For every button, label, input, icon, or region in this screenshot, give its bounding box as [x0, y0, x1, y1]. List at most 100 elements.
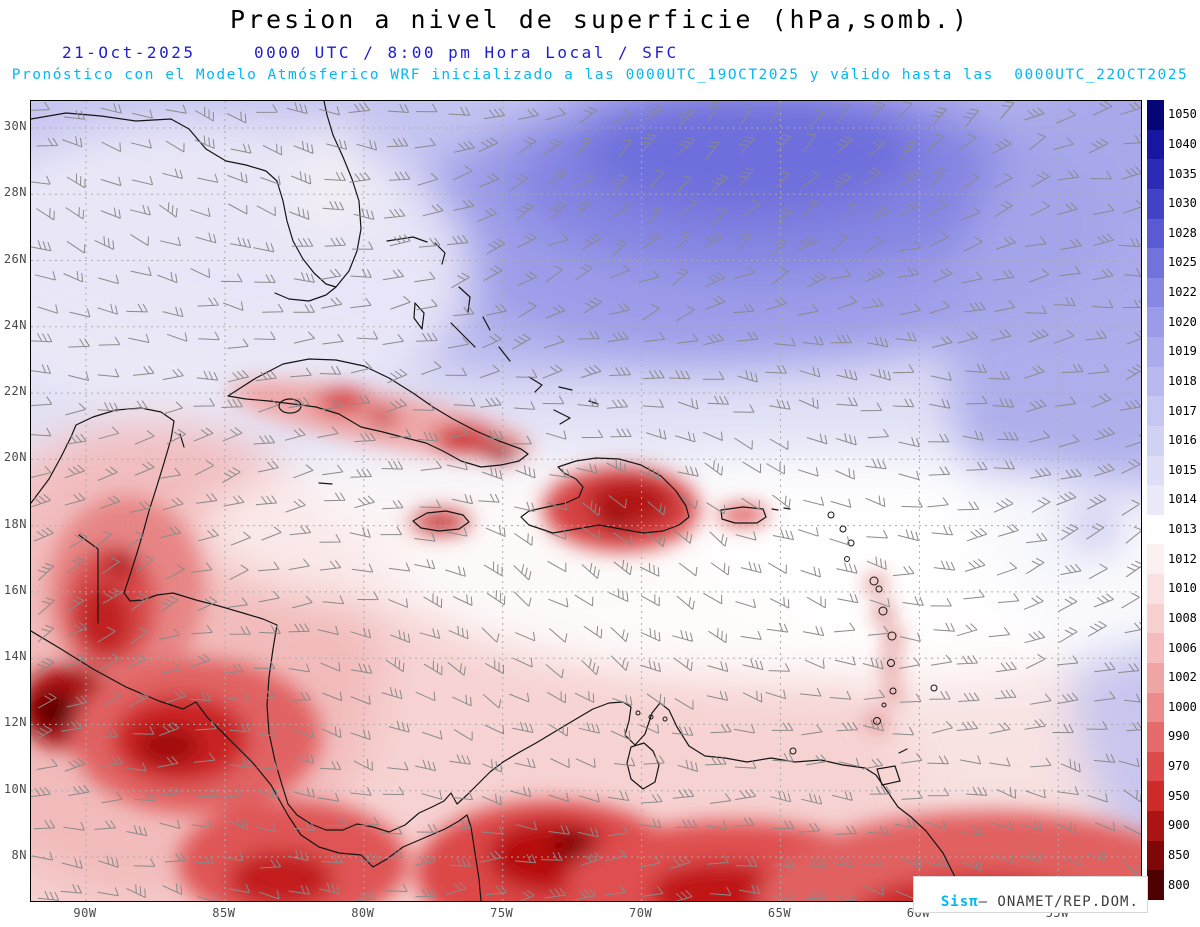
colorbar-swatch	[1147, 455, 1164, 486]
colorbar-value: 1017	[1166, 403, 1199, 419]
colorbar-swatch	[1147, 692, 1164, 723]
colorbar-swatch	[1147, 188, 1164, 219]
colorbar-row: 990	[1147, 722, 1200, 752]
lat-tick-label: 12N	[3, 715, 27, 730]
pressure-map	[30, 100, 1142, 902]
lat-tick-label: 8N	[11, 847, 27, 862]
grid-lines	[31, 101, 1141, 901]
colorbar-swatch	[1147, 574, 1164, 604]
colorbar-value: 1028	[1166, 225, 1199, 241]
colorbar-value: 1002	[1166, 670, 1199, 686]
coastline-virgin-islands	[771, 507, 791, 511]
lon-tick-label: 70W	[629, 906, 653, 920]
colorbar-row: 1017	[1147, 396, 1200, 426]
border-guatemala	[78, 534, 99, 624]
lat-tick-label: 22N	[3, 384, 27, 399]
colorbar-swatch	[1147, 129, 1164, 160]
colorbar-row: 1010	[1147, 574, 1200, 604]
colorbar-row: 1000	[1147, 692, 1200, 723]
lat-tick-label: 24N	[3, 317, 27, 332]
model-run-info: Pronóstico con el Modelo Atmósferico WRF…	[11, 67, 1189, 83]
colorbar-row: 1002	[1147, 662, 1200, 693]
colorbar-row: 970	[1147, 751, 1200, 782]
colorbar-row: 1028	[1147, 218, 1200, 249]
colorbar-swatch	[1147, 662, 1164, 693]
colorbar-row: 1022	[1147, 277, 1200, 308]
colorbar-swatch	[1147, 485, 1164, 515]
page-title: Presion a nivel de superficie (hPa,somb.…	[229, 5, 971, 34]
colorbar-value: 1010	[1166, 581, 1199, 597]
colorbar-value: 1018	[1166, 373, 1199, 389]
colorbar-row: 1030	[1147, 188, 1200, 219]
colorbar-value: 970	[1166, 759, 1192, 775]
colorbar-value: 990	[1166, 729, 1192, 745]
colorbar-swatch	[1147, 366, 1164, 397]
pressure-map-canvas	[31, 101, 1141, 901]
colorbar-swatch	[1147, 544, 1164, 574]
lat-tick-label: 10N	[3, 781, 27, 796]
colorbar-value: 950	[1166, 788, 1192, 804]
colorbar-value: 1014	[1166, 492, 1199, 508]
lat-tick-label: 16N	[3, 582, 27, 597]
colorbar-row: 800	[1147, 870, 1200, 900]
colorbar-value: 800	[1166, 877, 1192, 893]
colorbar-row: 1015	[1147, 455, 1200, 486]
lat-tick-label: 20N	[3, 450, 27, 465]
coastlines	[31, 101, 964, 901]
coastline-jamaica	[412, 510, 470, 532]
colorbar-swatch	[1147, 781, 1164, 811]
colorbar-swatch	[1147, 722, 1164, 752]
colorbar-row: 950	[1147, 781, 1200, 811]
colorbar-row: 850	[1147, 840, 1200, 871]
colorbar-value: 1035	[1166, 166, 1199, 182]
colorbar-swatch	[1147, 633, 1164, 663]
colorbar-swatch	[1147, 337, 1164, 367]
colorbar-swatch	[1147, 218, 1164, 249]
colorbar-row: 1020	[1147, 307, 1200, 337]
colorbar-swatch	[1147, 603, 1164, 634]
colorbar-value: 1015	[1166, 462, 1199, 478]
pressure-field-low-centers	[31, 379, 1141, 901]
lat-tick-label: 14N	[3, 649, 27, 664]
lon-tick-label: 80W	[351, 906, 375, 920]
lake-maracaibo	[626, 742, 660, 790]
attribution-system: Sisπ	[940, 894, 979, 910]
colorbar-swatch	[1147, 100, 1164, 130]
colorbar-row: 1013	[1147, 514, 1200, 545]
colorbar-row: 1014	[1147, 485, 1200, 515]
coastline-pacific	[31, 630, 482, 901]
colorbar-row: 1035	[1147, 159, 1200, 189]
lat-tick-label: 30N	[3, 119, 27, 133]
colorbar-row: 1012	[1147, 544, 1200, 574]
colorbar-value: 1025	[1166, 255, 1199, 271]
coastline-bahamas	[386, 236, 599, 425]
colorbar-row: 1018	[1147, 366, 1200, 397]
lat-tick-label: 26N	[3, 251, 27, 266]
colorbar-value: 1016	[1166, 433, 1199, 449]
colorbar-row: 1050	[1147, 100, 1200, 130]
colorbar-value: 1008	[1166, 610, 1199, 626]
colorbar-swatch	[1147, 811, 1164, 841]
colorbar-value: 1020	[1166, 314, 1199, 330]
colorbar-row: 900	[1147, 811, 1200, 841]
coastline-puerto-rico	[720, 506, 767, 524]
colorbar-swatch	[1147, 248, 1164, 278]
colorbar-value: 1022	[1166, 285, 1199, 301]
coastline-lesser-antilles	[635, 511, 938, 755]
lon-tick-label: 65W	[767, 906, 792, 920]
colorbar-value: 1019	[1166, 344, 1199, 360]
attribution-badge: Sisπ— ONAMET/REP.DOM.	[913, 876, 1148, 913]
colorbar: 1050 1040 1035 1030 1028 1025 1022 1020 1019 1018…	[1147, 100, 1200, 900]
colorbar-value: 1012	[1166, 551, 1199, 567]
coastline-gulf-florida	[31, 101, 362, 302]
colorbar-row: 1006	[1147, 633, 1200, 663]
colorbar-value: 1050	[1166, 107, 1199, 123]
colorbar-swatch	[1147, 159, 1164, 189]
lon-tick-label: 75W	[490, 906, 514, 920]
colorbar-row: 1019	[1147, 337, 1200, 367]
colorbar-value: 1000	[1166, 699, 1199, 715]
colorbar-swatch	[1147, 277, 1164, 308]
colorbar-swatch	[1147, 425, 1164, 456]
colorbar-row: 1040	[1147, 129, 1200, 160]
lat-tick-label: 28N	[3, 185, 27, 200]
